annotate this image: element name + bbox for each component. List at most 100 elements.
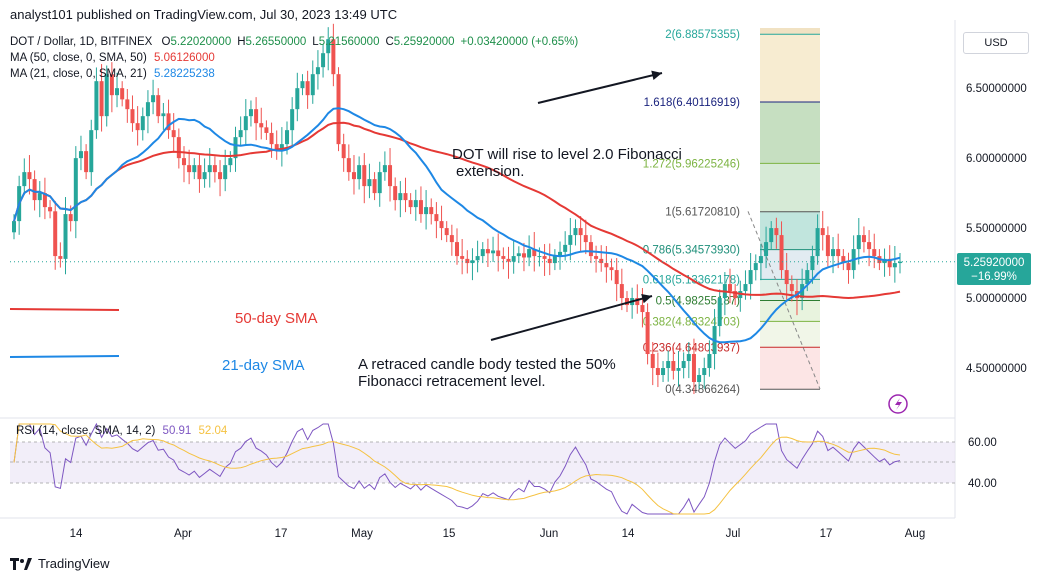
candle-body [326, 39, 331, 54]
candle-body [609, 267, 614, 271]
candle-body [254, 109, 259, 124]
candle-body [892, 263, 897, 268]
candle-body [228, 158, 233, 166]
candle-body [12, 221, 16, 233]
fib-zone [760, 347, 820, 390]
candle-body [233, 137, 238, 159]
candle-body [614, 270, 619, 285]
candle-body [748, 270, 753, 285]
rsi-tick-label: 60.00 [968, 437, 997, 449]
candle-body [398, 193, 403, 201]
candle-body [27, 172, 32, 180]
ma21-line [13, 107, 901, 344]
candle-body [831, 249, 836, 257]
rsi-pane: 60.00 40.00 [0, 417, 997, 515]
candle-body [460, 256, 465, 259]
candle-body [42, 193, 47, 208]
candle-body [856, 235, 861, 250]
candle-body [691, 354, 696, 383]
fib-zone [760, 211, 820, 250]
candle-body [666, 361, 671, 369]
candle-body [542, 256, 547, 259]
candlesticks [12, 23, 902, 395]
fib-level-label: 0.786(5.34573930) [643, 245, 740, 257]
tradingview-footer[interactable]: TradingView [10, 556, 110, 571]
candle-body [413, 200, 418, 208]
annot-line-1: DOT will rise to level 2.0 Fibonacci [452, 146, 682, 163]
arrow-head [641, 293, 652, 304]
candle-body [491, 250, 496, 254]
candle-body [455, 242, 459, 257]
candle-body [264, 127, 269, 133]
candle-body [470, 260, 475, 264]
candle-body [789, 284, 794, 292]
fib-zone [760, 300, 820, 322]
candle-body [496, 250, 501, 257]
candle-body [187, 165, 192, 173]
candle-body [485, 249, 490, 254]
lightning-icon[interactable] [888, 394, 908, 414]
candle-body [820, 228, 825, 236]
candle-body [367, 179, 372, 187]
sma50-annotation: 50-day SMA [235, 310, 318, 327]
candle-body [583, 235, 588, 243]
candle-body [393, 186, 398, 201]
candle-body [645, 312, 650, 355]
candle-body [269, 132, 274, 145]
candle-body [68, 214, 73, 222]
candle-body [439, 221, 444, 229]
candle-body [285, 130, 290, 145]
candle-body [594, 256, 599, 259]
currency-button[interactable]: USD [963, 32, 1029, 54]
price-badge: 5.25920000 −16.99% [957, 253, 1031, 285]
candle-body [135, 123, 140, 131]
price-axis: 6.50000000 6.00000000 5.50000000 5.00000000… [966, 83, 1027, 375]
ohlc-item: H5.26550000 [237, 36, 307, 48]
candle-body [702, 368, 707, 376]
candle-body [382, 165, 387, 173]
fib-zone [760, 321, 820, 348]
candle-body [527, 249, 532, 258]
candle-body [661, 368, 666, 376]
fib-level-label: 0(4.34866264) [665, 384, 740, 396]
x-tick-label: Apr [174, 528, 192, 540]
candle-body [758, 256, 763, 264]
candle-body [681, 361, 686, 369]
candle-body [84, 151, 89, 173]
fib-level-label: 0.236(4.64803937) [643, 342, 740, 354]
candle-body [521, 253, 526, 258]
candle-body [655, 368, 660, 376]
candle-body [176, 137, 181, 159]
candle-body [599, 258, 604, 264]
candle-body [552, 256, 557, 264]
candle-body [867, 242, 872, 250]
candle-body [578, 228, 583, 236]
candle-body [465, 258, 470, 264]
candle-body [444, 228, 449, 236]
candle-body [753, 263, 758, 271]
candle-body [743, 284, 748, 292]
candle-body [259, 123, 264, 128]
x-tick-label: 15 [443, 528, 456, 540]
candle-body [248, 109, 253, 117]
symbol-row: DOT / Dollar, 1D, BITFINEX O5.22020000 H5… [10, 34, 584, 50]
candle-body [223, 165, 228, 180]
candle-body [218, 172, 223, 180]
candle-body [99, 81, 104, 117]
fib-level-label: 2(6.88575355) [665, 29, 740, 41]
ma50-legend-row: MA (50, close, 0, SMA, 50) 5.06126000 [10, 50, 584, 66]
candle-body [341, 144, 346, 159]
x-tick-label: 17 [820, 528, 833, 540]
rsi-label: RSI (14, close, SMA, 14, 2) [16, 425, 156, 437]
rsi-line [13, 422, 901, 515]
candle-body [475, 256, 480, 261]
candle-body [310, 74, 315, 96]
candle-body [238, 130, 243, 138]
candle-body [115, 88, 120, 96]
candle-body [563, 244, 568, 252]
candle-body [887, 258, 892, 268]
fib-zone [760, 28, 820, 35]
candle-body [274, 144, 279, 152]
x-tick-label: Jun [540, 528, 559, 540]
